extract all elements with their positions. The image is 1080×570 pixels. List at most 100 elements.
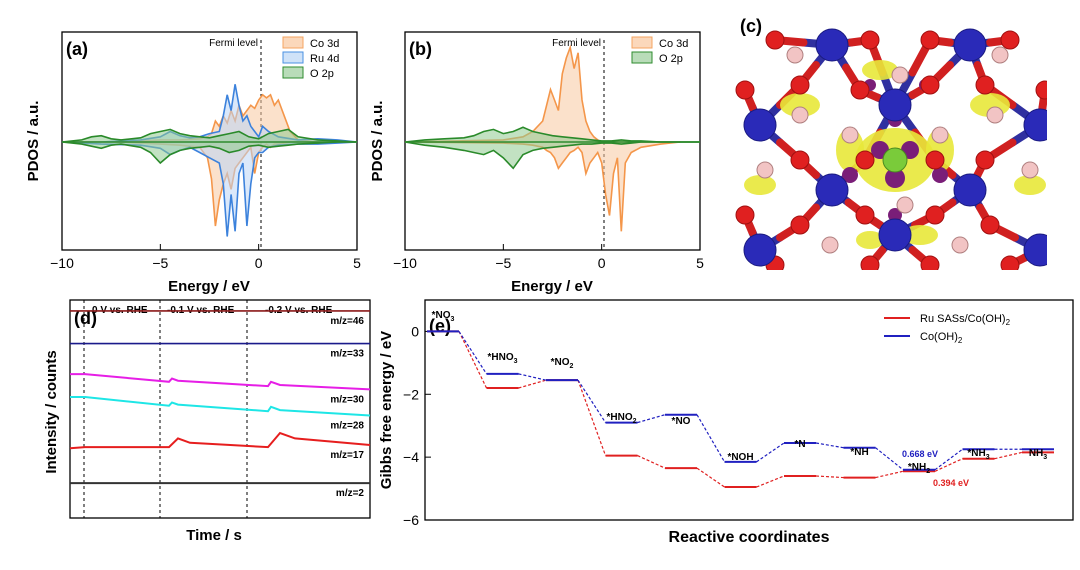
- panel-b-xlabel: Energy / eV: [511, 278, 593, 295]
- annotation-0668: 0.668 eV: [902, 449, 938, 459]
- charge-lobe-purple: [932, 167, 948, 183]
- panel-a-xticks: −10 −5 0 5: [50, 244, 361, 271]
- panel-a-fermi-label: Fermi level: [209, 38, 258, 49]
- connector: [934, 448, 963, 471]
- ruthenium-atom: [882, 147, 908, 173]
- trace-label: m/z=28: [330, 421, 364, 432]
- hydrogen-atom: [991, 46, 1009, 64]
- panel-e-xlabel: Reactive coordinates: [669, 529, 830, 546]
- panel-b-frame: [404, 31, 701, 251]
- structure-image: [735, 8, 1047, 270]
- oxygen-atom: [855, 205, 875, 225]
- step-label: *NH3: [967, 448, 989, 461]
- oxygen-atom: [925, 150, 945, 170]
- connector: [756, 475, 785, 488]
- hydrogen-atom: [931, 126, 949, 144]
- panel-c-letter: (c): [740, 16, 762, 36]
- connector: [577, 379, 607, 423]
- pdos-line-2-up: [61, 128, 358, 143]
- step-label: *N: [794, 439, 805, 450]
- cobalt-atom: [953, 173, 987, 207]
- oxygen-atom: [850, 80, 870, 100]
- charge-lobe-yellow: [744, 175, 776, 195]
- legend-swatch-co3d-b: [631, 36, 653, 49]
- structure-atoms: [735, 28, 1047, 270]
- pdos-line-0-down: [404, 141, 681, 232]
- connector: [518, 379, 547, 389]
- panel-e-yticks: 0 −2 −4 −6: [403, 323, 431, 528]
- connector: [875, 470, 904, 479]
- panel-a-legend: Co 3d Ru 4d O 2p: [282, 36, 339, 80]
- oxygen-atom: [765, 30, 785, 50]
- pdos-line-1-up: [404, 126, 700, 143]
- cobalt-atom: [878, 88, 912, 122]
- xtick-label: −10: [393, 255, 417, 271]
- panel-d: (d) 0 V vs. RHE -0.1 V vs. RHE -0.2 V vs…: [43, 299, 371, 544]
- trace-m-z-28: [70, 396, 371, 417]
- connector: [815, 475, 844, 479]
- trace-label: m/z=2: [336, 488, 365, 499]
- oxygen-atom: [975, 75, 995, 95]
- step-label: *NH: [850, 447, 868, 458]
- connector: [458, 331, 488, 375]
- pdos-line-1-up: [62, 84, 358, 143]
- panel-c: (c): [735, 8, 1047, 270]
- step-label: *NH2: [908, 462, 930, 475]
- hydrogen-atom: [896, 196, 914, 214]
- panel-b-ylabel: PDOS / a.u.: [369, 101, 386, 182]
- panel-b-fermi-label: Fermi level: [552, 38, 601, 49]
- panel-a-letter: (a): [66, 39, 88, 59]
- panel-e-legend: Ru SASs/Co(OH)2 Co(OH)2: [884, 313, 1011, 345]
- oxygen-atom: [735, 205, 755, 225]
- panel-e-category-labels: *NO3 *HNO3 *NO2 *HNO2 *NO *NOH *N *NH *NH2 *NH3 NH…: [432, 310, 1048, 475]
- pdos-fill-0-down: [62, 142, 338, 226]
- connector: [994, 451, 1023, 460]
- pdos-fill-1-up: [405, 127, 700, 142]
- ytick-label: −2: [403, 386, 419, 402]
- connector: [518, 373, 547, 381]
- oxygen-atom: [975, 150, 995, 170]
- connector: [637, 414, 666, 424]
- hydrogen-atom: [951, 236, 969, 254]
- trace-label: m/z=17: [330, 450, 364, 461]
- step-label: NH3: [1029, 448, 1047, 461]
- hydrogen-atom: [786, 46, 804, 64]
- panel-a-ylabel: PDOS / a.u.: [25, 101, 42, 182]
- trace-label: m/z=33: [330, 349, 364, 360]
- pdos-line-0-down: [62, 141, 338, 227]
- oxygen-atom: [920, 30, 940, 50]
- oxygen-atom: [735, 80, 755, 100]
- oxygen-atom: [920, 255, 940, 270]
- panel-b-xticks: −10 −5 0 5: [393, 244, 704, 271]
- charge-lobe-purple: [885, 168, 905, 188]
- pdos-fill-0-down: [405, 142, 681, 232]
- oxygen-atom: [920, 75, 940, 95]
- connector: [875, 447, 904, 471]
- oxygen-atom: [855, 150, 875, 170]
- xtick-label: 5: [353, 255, 361, 271]
- charge-lobe-yellow: [1014, 175, 1046, 195]
- hydrogen-atom: [1021, 161, 1039, 179]
- panel-d-frame: [69, 299, 371, 519]
- oxygen-atom: [980, 215, 1000, 235]
- hydrogen-atom: [891, 66, 909, 84]
- trace-m-z-30: [70, 373, 371, 391]
- step-label: *NO2: [551, 357, 574, 370]
- panel-a-xlabel: Energy / eV: [168, 278, 250, 295]
- oxygen-atom: [1000, 255, 1020, 270]
- hydrogen-atom: [791, 106, 809, 124]
- oxygen-atom: [925, 205, 945, 225]
- oxygen-atom: [790, 75, 810, 95]
- oxygen-atom: [860, 255, 880, 270]
- oxygen-atom: [790, 215, 810, 235]
- oxygen-atom: [1035, 80, 1047, 100]
- cobalt-atom: [1023, 233, 1047, 267]
- step-label: *NOH: [727, 452, 753, 463]
- cobalt-atom: [1023, 108, 1047, 142]
- panel-d-traces: [69, 310, 371, 485]
- panel-b-curves: [404, 44, 700, 232]
- charge-lobe-yellow: [862, 60, 898, 80]
- legend-label-ru: Ru SASs/Co(OH)2: [920, 313, 1011, 327]
- cobalt-atom: [743, 108, 777, 142]
- charge-lobe-yellow: [780, 93, 820, 117]
